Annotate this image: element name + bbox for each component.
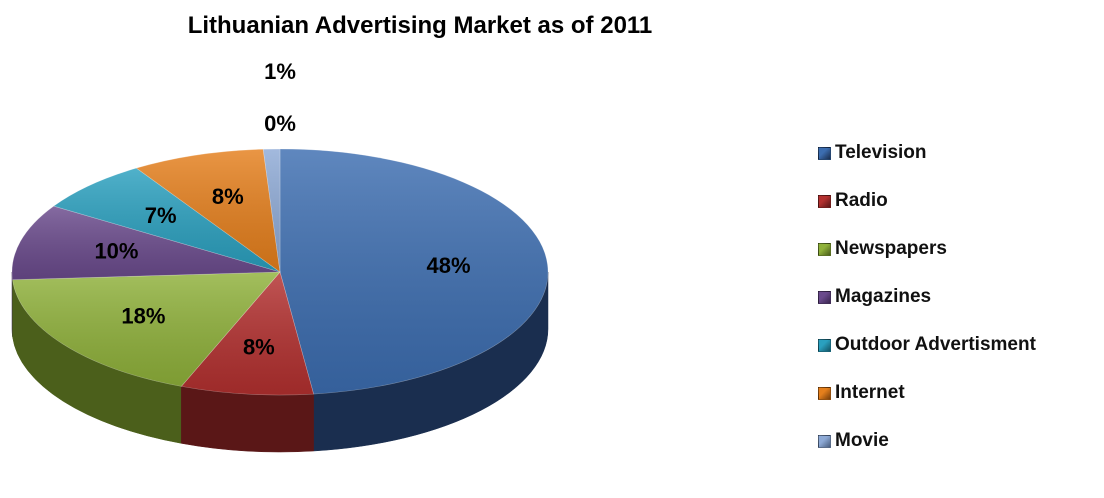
slice-radio xyxy=(180,271,314,396)
legend-label: Outdoor Advertisment xyxy=(835,334,1036,355)
slice-tops xyxy=(11,148,549,396)
legend-swatch xyxy=(818,387,831,400)
slice-internet xyxy=(135,148,281,273)
legend-label: Movie xyxy=(835,430,889,451)
data-label-movie: 1% xyxy=(264,59,296,84)
slice-newspapers xyxy=(12,271,281,387)
data-label-outdoor-advertisment: 7% xyxy=(145,203,177,228)
legend-swatch xyxy=(818,435,831,448)
slice-shine-newspapers xyxy=(12,272,280,387)
data-label-newspapers: 18% xyxy=(121,303,165,328)
slice-television xyxy=(279,148,549,395)
data-label-television: 48% xyxy=(426,253,470,278)
slice-labels: 48% 8% 18% 10% 7% 8% 1% 0% xyxy=(94,59,470,360)
slice-movie xyxy=(262,148,281,273)
legend-label: Newspapers xyxy=(835,238,947,259)
legend-label: Television xyxy=(835,142,927,163)
legend-label: Internet xyxy=(835,382,905,403)
slice-shine-internet xyxy=(136,149,280,272)
legend-label: Radio xyxy=(835,190,888,211)
slice-shine-radio xyxy=(181,272,314,395)
data-label-magazines: 10% xyxy=(94,239,138,264)
legend-swatch xyxy=(818,147,831,160)
data-label-internet: 8% xyxy=(212,184,244,209)
data-label-extra: 0% xyxy=(264,111,296,136)
data-label-radio: 8% xyxy=(243,335,275,360)
slice-outdoor-advertisment xyxy=(53,167,281,273)
slice-shine-magazines xyxy=(12,206,281,280)
legend-label: Magazines xyxy=(835,286,932,307)
legend-swatch xyxy=(818,291,831,304)
slice-shine-television xyxy=(280,149,548,395)
slice-shine-outdoor-advertisment xyxy=(53,168,280,272)
legend-swatch xyxy=(818,195,831,208)
legend-swatch xyxy=(818,339,831,352)
slice-shine-movie xyxy=(263,149,280,272)
slice-magazines xyxy=(11,205,281,281)
legend-swatch xyxy=(818,243,831,256)
slice-side-radio xyxy=(181,386,314,453)
chart-title: Lithuanian Advertising Market as of 2011 xyxy=(187,12,653,39)
